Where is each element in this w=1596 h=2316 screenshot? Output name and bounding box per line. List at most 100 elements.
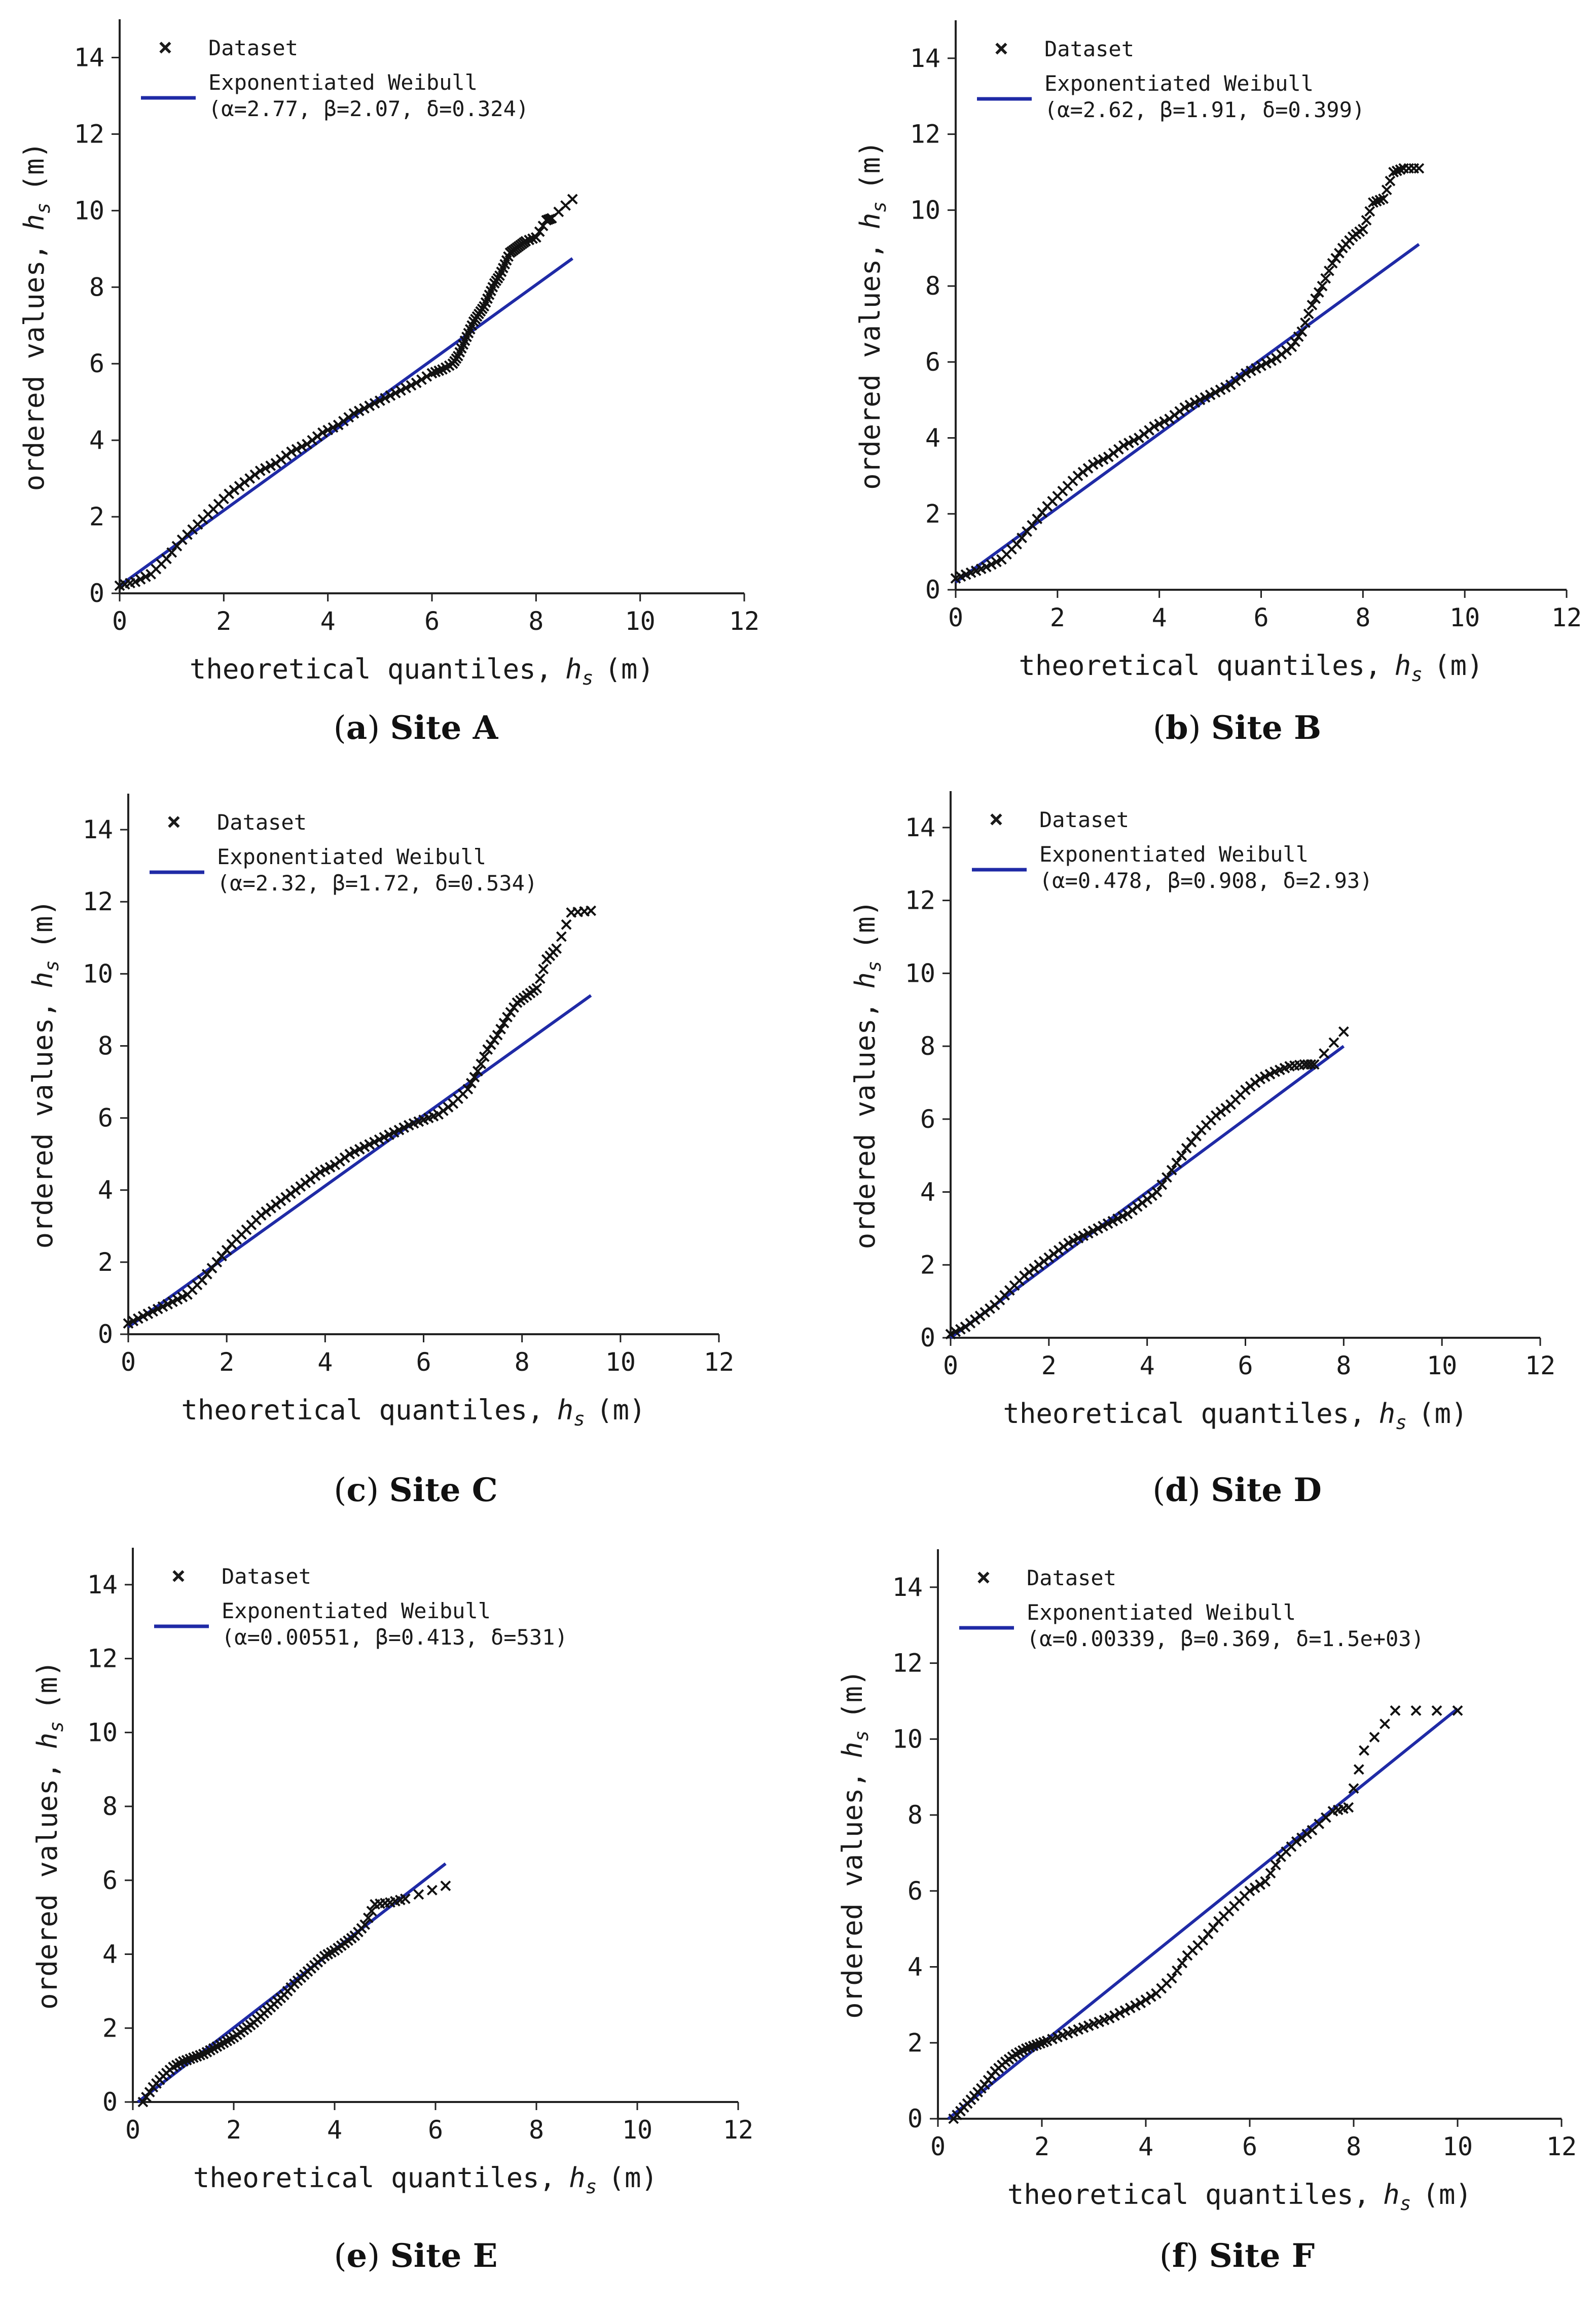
data-point — [489, 1035, 500, 1046]
data-point — [1361, 215, 1372, 226]
data-point-stroke — [380, 393, 391, 404]
legend-dataset-label: Dataset — [1039, 807, 1129, 832]
y-tick-label: 4 — [102, 1940, 118, 1969]
chart-panel-c: 0 2 4 6 8 10 12 0 2 4 6 8 10 12 14 theoretical quantile… — [27, 794, 734, 1509]
data-point-stroke — [1343, 1802, 1354, 1813]
data-point-stroke — [1244, 1885, 1255, 1897]
data-point — [1334, 247, 1345, 259]
data-point — [1200, 392, 1211, 403]
data-point-stroke — [130, 576, 141, 587]
data-point — [385, 390, 396, 401]
legend-params: (α=0.00339, β=0.369, δ=1.5e+03) — [1027, 1626, 1424, 1651]
data-point-stroke — [1357, 224, 1368, 235]
data-point — [1109, 2010, 1120, 2021]
data-point-stroke — [140, 571, 151, 582]
data-point — [1162, 1172, 1172, 1183]
x-axis-var: h — [1379, 1398, 1396, 1430]
data-point — [1205, 389, 1216, 401]
legend-params: (α=2.77, β=2.07, δ=0.324) — [208, 96, 529, 121]
data-point-stroke — [1179, 402, 1190, 413]
legend-dataset-label: Dataset — [1027, 1565, 1116, 1590]
data-point-stroke — [1119, 2005, 1131, 2016]
data-point — [1309, 1059, 1320, 1070]
data-point — [1119, 2005, 1131, 2016]
x-tick-label: 2 — [226, 2115, 241, 2145]
data-point — [1320, 273, 1331, 284]
data-point-stroke — [1270, 1860, 1281, 1871]
data-point — [1330, 253, 1341, 264]
panel-caption: (d) Site D — [1152, 1471, 1322, 1509]
x-axis-label: theoretical quantiles, hs (m) — [1019, 650, 1483, 686]
data-point — [1172, 1965, 1182, 1976]
data-point — [1270, 1860, 1281, 1871]
x-tick-label: 4 — [1152, 603, 1167, 632]
x-tick-label: 12 — [1551, 603, 1582, 632]
data-point — [141, 2091, 152, 2103]
legend-fit-label: Exponentiated Weibull — [1027, 1600, 1296, 1625]
data-point-stroke — [1184, 400, 1195, 411]
legend-params: (α=2.32, β=1.72, δ=0.534) — [217, 871, 537, 896]
data-point — [1310, 293, 1321, 304]
data-point-stroke — [1166, 1973, 1177, 1984]
data-point — [1114, 2008, 1126, 2019]
y-axis-label: ordered values, hs (m) — [18, 142, 54, 491]
x-axis-label-text: theoretical quantiles, — [181, 1394, 543, 1426]
data-point — [1087, 459, 1099, 470]
legend-fit-label: Exponentiated Weibull — [222, 1598, 491, 1623]
y-axis-unit: (m) — [849, 900, 881, 950]
data-point — [1118, 440, 1129, 451]
data-point — [1369, 1732, 1380, 1743]
data-point-stroke — [1255, 1879, 1265, 1890]
data-point — [322, 424, 334, 436]
data-point-stroke — [561, 919, 572, 930]
data-point-stroke — [1220, 382, 1231, 393]
x-tick-label: 10 — [605, 1347, 636, 1377]
x-tick-label: 4 — [320, 607, 336, 636]
data-point — [531, 983, 542, 994]
data-point — [981, 561, 992, 573]
data-point — [991, 556, 1002, 567]
y-tick-label: 2 — [102, 2013, 118, 2043]
data-point — [328, 422, 339, 433]
data-point — [400, 1893, 411, 1904]
data-point-stroke — [1310, 293, 1321, 304]
x-axis-label-text: theoretical quantiles, — [1019, 650, 1381, 682]
data-point — [1381, 184, 1392, 195]
data-point — [1313, 287, 1324, 298]
y-axis-var-sub: s — [41, 960, 63, 972]
x-tick-label: 12 — [723, 2115, 753, 2145]
data-point-stroke — [1176, 1150, 1187, 1161]
data-point-stroke — [135, 574, 146, 585]
data-point — [1290, 336, 1300, 347]
x-axis-unit: (m) — [608, 2162, 658, 2194]
data-point — [1149, 421, 1160, 432]
x-tick-label: 8 — [529, 2115, 544, 2145]
caption-open: ( — [1152, 1472, 1165, 1509]
caption-site: Site B — [1211, 709, 1321, 747]
y-axis-unit: (m) — [18, 142, 50, 192]
data-point — [1151, 1187, 1163, 1197]
data-point — [1166, 1973, 1177, 1984]
x-axis-var: h — [565, 653, 582, 685]
caption-close: ) — [367, 709, 390, 747]
data-point — [362, 1912, 374, 1923]
data-point-stroke — [1266, 355, 1277, 366]
data-point-stroke — [421, 371, 432, 382]
y-tick-label: 0 — [98, 1320, 113, 1349]
data-point-stroke — [1194, 395, 1206, 406]
data-point-stroke — [1104, 2013, 1115, 2024]
data-point — [395, 385, 406, 396]
data-point-stroke — [1410, 1705, 1422, 1716]
data-point-stroke — [1125, 2003, 1136, 2014]
data-point-stroke — [1319, 1048, 1329, 1059]
x-tick-label: 8 — [528, 607, 543, 636]
y-axis-label: ordered values, hs (m) — [27, 900, 63, 1249]
data-point-stroke — [981, 561, 992, 573]
x-tick-label: 6 — [416, 1347, 431, 1377]
data-point — [1249, 1882, 1260, 1893]
y-axis-var-sub: s — [850, 1730, 873, 1742]
data-point — [1154, 418, 1165, 430]
data-point — [1328, 1037, 1339, 1048]
data-point — [1378, 193, 1389, 204]
